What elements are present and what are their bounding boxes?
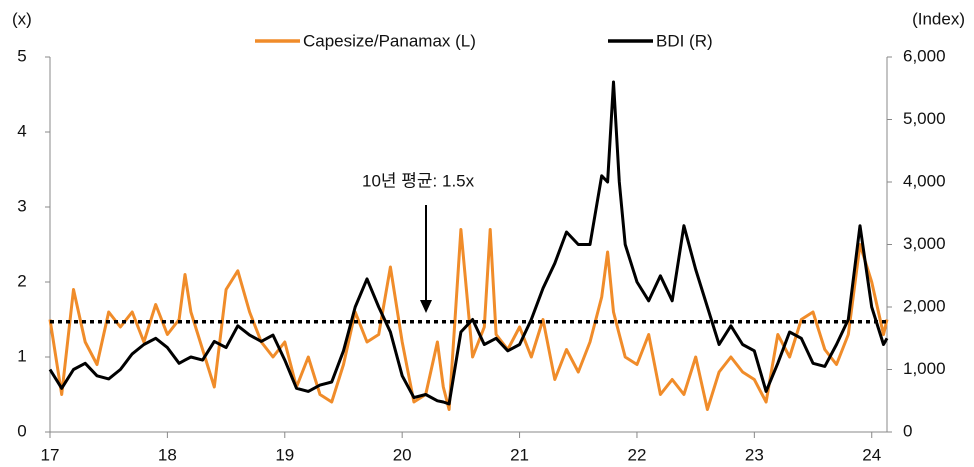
x-tick-label: 24 xyxy=(862,445,881,464)
x-tick-label: 23 xyxy=(745,445,764,464)
y-axis-label: (x) xyxy=(12,9,32,28)
y-tick-label: 1 xyxy=(17,346,26,365)
x-tick-label: 18 xyxy=(158,445,177,464)
y-tick-label: 2 xyxy=(17,271,26,290)
legend-label: Capesize/Panamax (L) xyxy=(303,31,476,50)
y2-tick-label: 1,000 xyxy=(903,359,946,378)
annotation: 10년 평균: 1.5x xyxy=(362,171,475,190)
x-tick-label: 20 xyxy=(393,445,412,464)
annotation-arrowhead xyxy=(420,300,432,313)
legend-label: BDI (R) xyxy=(656,31,713,50)
y-tick-label: 4 xyxy=(17,121,26,140)
x-tick-label: 19 xyxy=(275,445,294,464)
x-tick-label: 17 xyxy=(41,445,60,464)
y-tick-label: 0 xyxy=(17,421,26,440)
y-tick-label: 3 xyxy=(17,196,26,215)
series-line xyxy=(48,228,889,411)
y2-tick-label: 3,000 xyxy=(903,234,946,253)
x-tick-label: 21 xyxy=(510,445,529,464)
y2-tick-label: 4,000 xyxy=(903,171,946,190)
y2-tick-label: 0 xyxy=(903,421,912,440)
y2-tick-label: 6,000 xyxy=(903,46,946,65)
y2-tick-label: 5,000 xyxy=(903,109,946,128)
x-tick-label: 22 xyxy=(627,445,646,464)
series-line xyxy=(48,80,889,406)
y-tick-label: 5 xyxy=(17,46,26,65)
y2-axis-label: (Index) xyxy=(912,9,965,28)
y2-tick-label: 2,000 xyxy=(903,296,946,315)
